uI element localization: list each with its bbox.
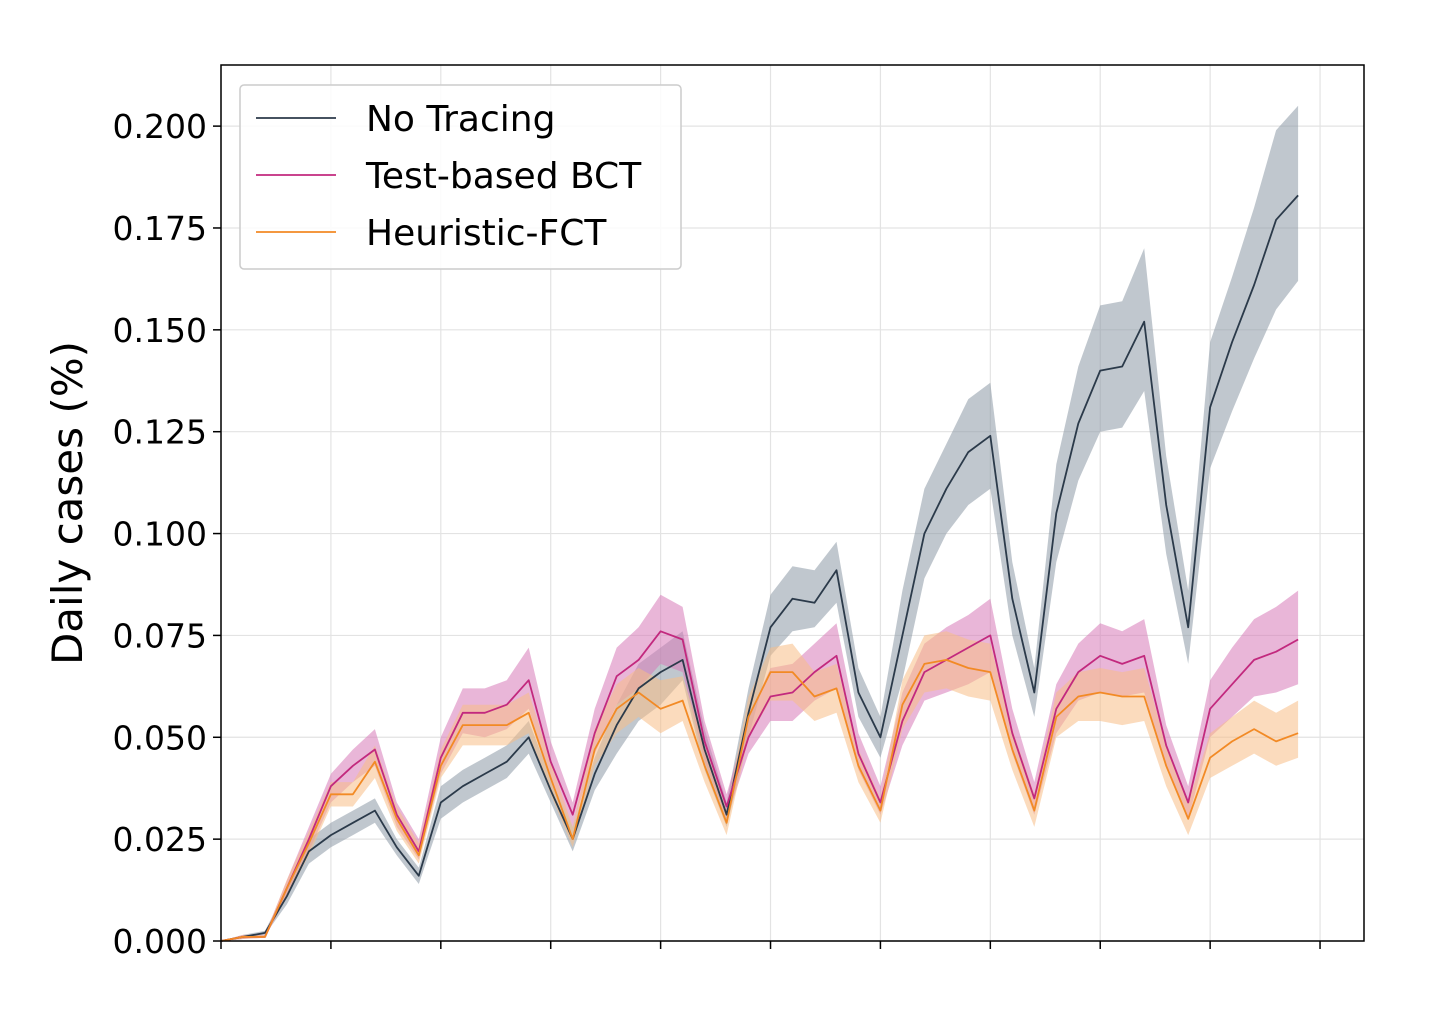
legend-entry: Test-based BCT [365, 156, 642, 197]
legend: No Tracing Test-based BCT Heuristic-FCT [239, 84, 682, 270]
y-axis-ticks: 0.000 0.025 0.050 0.075 0.100 0.125 0.150 0.175… [113, 107, 221, 961]
y-tick-label: 0.175 [113, 209, 207, 248]
x-axis-ticks [220, 941, 1321, 949]
y-tick-label: 0.000 [113, 922, 207, 961]
y-tick-label: 0.200 [113, 107, 207, 146]
legend-entry: Heuristic-FCT [366, 213, 607, 254]
legend-box [239, 84, 682, 270]
legend-entry: No Tracing [366, 99, 555, 140]
confidence-bands [221, 105, 1299, 941]
y-tick-label: 0.125 [113, 413, 207, 452]
confidence-band [221, 590, 1299, 941]
series-line [220, 659, 1299, 942]
series-line [220, 194, 1299, 942]
series-line [220, 630, 1299, 942]
plot-frame [220, 64, 1365, 942]
y-tick-label: 0.100 [113, 515, 207, 554]
y-tick-label: 0.050 [113, 718, 207, 757]
y-tick-label: 0.075 [113, 616, 207, 655]
series-lines [220, 194, 1299, 942]
y-axis-label: Daily cases (%) [43, 341, 92, 665]
y-tick-label: 0.025 [113, 820, 207, 859]
y-tick-label: 0.150 [113, 311, 207, 350]
confidence-band [221, 631, 1299, 941]
